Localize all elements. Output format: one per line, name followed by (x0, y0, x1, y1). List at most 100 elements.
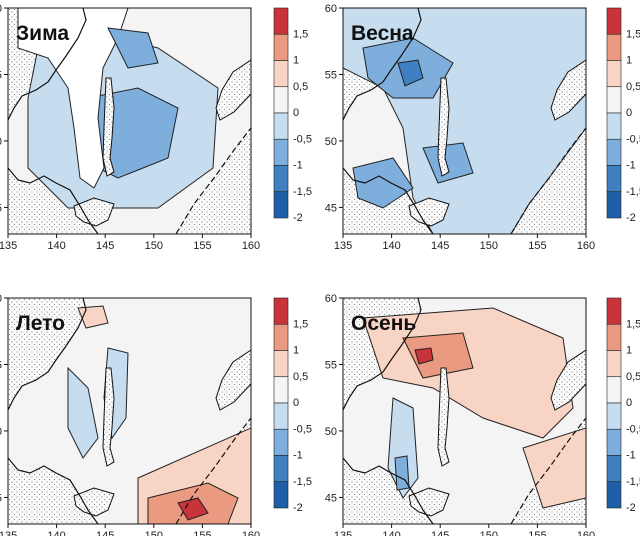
x-tick-label: 155 (193, 240, 211, 252)
map-frame (7, 7, 252, 235)
colorbar-segment (606, 138, 622, 166)
anomaly-region (107, 27, 159, 69)
colorbar-label: 1,5 (626, 28, 640, 40)
colorbar-label: -2 (626, 502, 636, 514)
x-tick-label: 145 (431, 530, 449, 536)
anomaly-region (402, 332, 474, 379)
y-tick-label: 45 (0, 202, 2, 214)
coastline (8, 8, 87, 121)
map-content (8, 8, 251, 234)
y-tick-label: 45 (325, 492, 337, 504)
x-tick-label: 140 (382, 530, 400, 536)
colorbar-label: -0,5 (293, 133, 312, 145)
colorbar-segment (273, 33, 289, 61)
colorbar-segment (606, 297, 622, 325)
coastline (343, 167, 434, 234)
colorbar-segment (606, 481, 622, 509)
colorbar-label: 0,5 (626, 371, 640, 383)
map-content (343, 298, 586, 524)
x-tick-label: 145 (96, 240, 114, 252)
anomaly-region (394, 455, 410, 491)
season-label: Лето (16, 312, 65, 335)
anomaly-region (352, 157, 414, 209)
map-frame (7, 297, 252, 525)
colorbar-segment (273, 165, 289, 193)
colorbar-label: -1 (293, 160, 303, 172)
coastline (8, 298, 87, 411)
x-tick-label: 135 (334, 530, 352, 536)
colorbar-label: 0,5 (626, 81, 640, 93)
colorbar-label: -0,5 (626, 423, 640, 435)
anomaly-region (522, 427, 586, 509)
season-label: Осень (351, 312, 416, 335)
map-content (343, 8, 586, 234)
x-tick-label: 135 (0, 530, 17, 536)
colorbar-label: 0 (293, 397, 299, 409)
y-tick-label: 55 (0, 69, 2, 81)
x-tick-label: 160 (577, 530, 595, 536)
x-tick-label: 155 (528, 530, 546, 536)
y-tick-label: 45 (0, 492, 2, 504)
colorbar-segment (606, 86, 622, 114)
kuril-islands (510, 127, 586, 234)
sakhalin-land (102, 367, 115, 467)
map-panel-spring: Весна 135 140 145 150 155 160 45 50 55 60 (325, 3, 595, 252)
sakhalin-land (102, 77, 115, 177)
x-tick-label: 160 (577, 240, 595, 252)
colorbar-segment (273, 455, 289, 483)
colorbar-segment (606, 350, 622, 378)
colorbar-label: -1,5 (626, 476, 640, 488)
colorbar-label: 1,5 (293, 318, 308, 330)
x-tick-label: 155 (528, 240, 546, 252)
colorbar-segment (606, 323, 622, 351)
colorbar-segment (273, 481, 289, 509)
colorbar-segment (273, 297, 289, 325)
colorbar-label: 1,5 (626, 318, 640, 330)
season-label: Весна (351, 22, 414, 45)
colorbar-label: -0,5 (293, 423, 312, 435)
x-tick-label: 140 (47, 240, 65, 252)
y-tick-label: 60 (0, 293, 2, 305)
anomaly-region (67, 366, 99, 459)
kamchatka-land (215, 59, 251, 121)
colorbar-label: 1 (626, 55, 632, 67)
hokkaido-land (73, 487, 115, 517)
colorbar-label: 0 (626, 397, 632, 409)
colorbar-label: -2 (293, 212, 303, 224)
y-tick-label: 55 (0, 359, 2, 371)
colorbar-segment (606, 191, 622, 219)
x-tick-label: 145 (431, 240, 449, 252)
x-tick-label: 160 (242, 240, 260, 252)
colorbar-segment (606, 402, 622, 430)
map-panel-summer: Лето 135 140 145 150 155 160 45 50 55 60 (0, 293, 260, 536)
colorbar-label: -1,5 (293, 476, 312, 488)
colorbar-segment (606, 428, 622, 456)
x-tick-label: 135 (0, 240, 17, 252)
hokkaido-land (408, 487, 450, 517)
kuril-islands (175, 127, 251, 234)
colorbar: 1,5 1 0,5 0 -0,5 -1 -1,5 -2 (606, 7, 640, 224)
colorbar-label: 0 (293, 107, 299, 119)
sakhalin-land (437, 77, 450, 177)
y-tick-label: 55 (325, 359, 337, 371)
colorbar-label: -1 (293, 450, 303, 462)
colorbar-label: 0,5 (293, 371, 308, 383)
y-tick-label: 60 (325, 3, 337, 15)
y-tick-label: 50 (325, 426, 337, 438)
kamchatka-land (215, 349, 251, 411)
colorbar-segment (606, 165, 622, 193)
hokkaido-land (73, 197, 115, 227)
colorbar-segment (273, 112, 289, 140)
colorbar-label: 1 (293, 345, 299, 357)
kamchatka-land (550, 59, 586, 121)
colorbar-segment (273, 323, 289, 351)
y-tick-label: 60 (0, 3, 2, 15)
coastline (343, 8, 422, 121)
colorbar-segment (273, 60, 289, 88)
x-tick-label: 150 (480, 530, 498, 536)
x-tick-label: 150 (145, 240, 163, 252)
kuril-islands (510, 417, 586, 524)
coastline (343, 298, 422, 411)
y-tick-label: 45 (325, 202, 337, 214)
